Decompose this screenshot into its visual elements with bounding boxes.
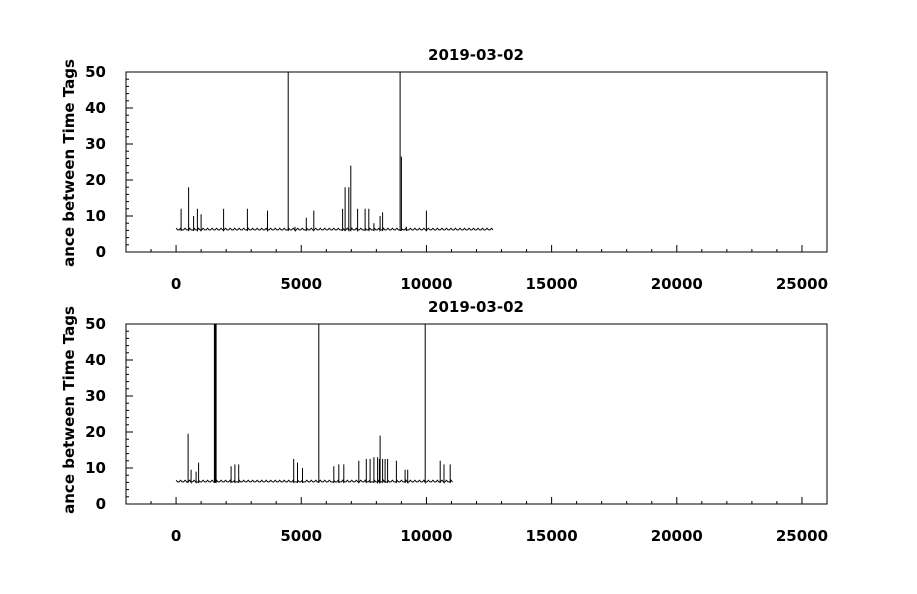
top-panel: 2019-03-02 ance between Time Tags 0 5000 1… [60,46,828,293]
top-x-tick-label: 10000 [400,275,452,293]
top-y-tick-label: 50 [85,63,106,81]
bottom-series-line [175,324,453,485]
top-y-tick-label: 10 [85,207,106,225]
top-x-tick-label: 15000 [526,275,578,293]
top-y-axis-label: ance between Time Tags [60,59,78,267]
top-x-tick-label: 0 [171,275,181,293]
top-series-line [175,72,494,233]
bottom-panel: 2019-03-02 ance between Time Tags 0 5000 1… [60,298,828,545]
bottom-chart-title: 2019-03-02 [428,298,524,316]
top-y-tick-label: 0 [96,243,106,261]
top-plot-frame [125,71,828,253]
bottom-x-tick-label: 0 [171,527,181,545]
top-y-tick-label: 20 [85,171,106,189]
bottom-y-tick-label: 50 [85,315,106,333]
top-x-tick-label: 25000 [776,275,828,293]
top-x-tick-label: 5000 [280,275,322,293]
bottom-x-tick-label: 5000 [280,527,322,545]
bottom-y-tick-label: 40 [85,351,106,369]
top-chart-title: 2019-03-02 [428,46,524,64]
bottom-y-tick-label: 10 [85,459,106,477]
bottom-x-tick-label: 10000 [400,527,452,545]
bottom-y-tick-label: 30 [85,387,106,405]
bottom-x-tick-label: 25000 [776,527,828,545]
bottom-y-tick-label: 0 [96,495,106,513]
bottom-y-tick-label: 20 [85,423,106,441]
top-x-tick-label: 20000 [651,275,703,293]
top-y-tick-label: 30 [85,135,106,153]
bottom-x-tick-label: 20000 [651,527,703,545]
bottom-x-tick-label: 15000 [526,527,578,545]
bottom-y-axis-label: ance between Time Tags [60,306,78,514]
top-y-tick-label: 40 [85,99,106,117]
